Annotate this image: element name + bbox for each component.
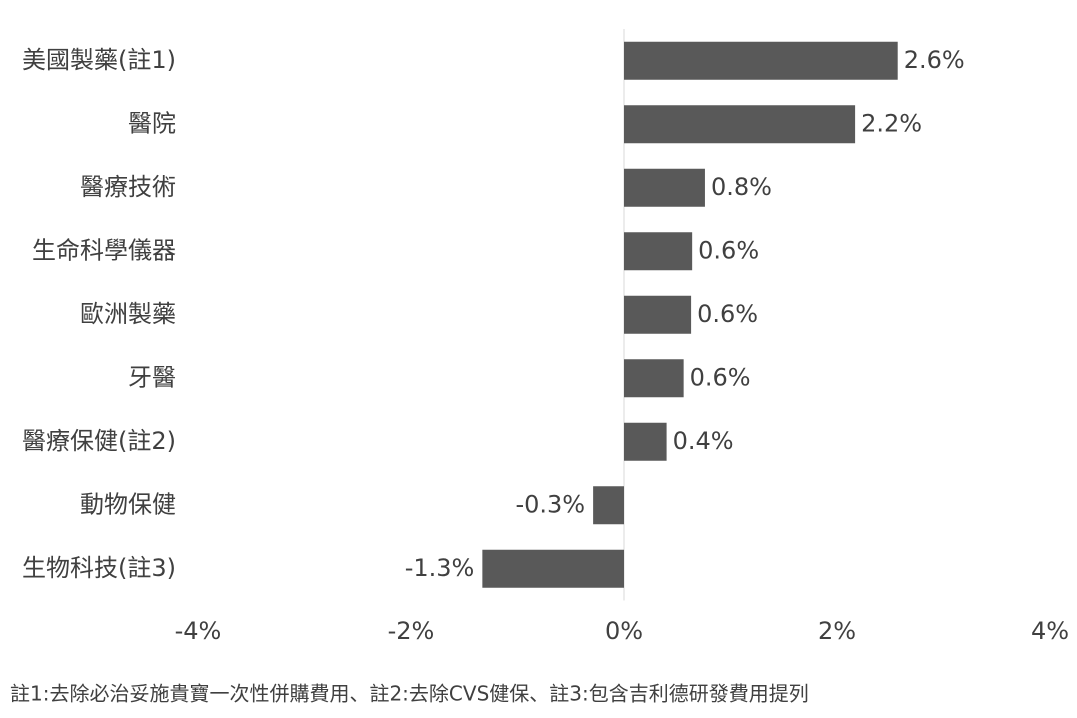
bar: [624, 295, 692, 334]
x-tick-label: 4%: [1031, 617, 1069, 645]
bar: [482, 549, 624, 588]
x-tick-label: 0%: [605, 617, 643, 645]
category-label: 醫院: [128, 109, 176, 137]
bar: [593, 486, 624, 525]
x-tick-label: -2%: [388, 617, 435, 645]
x-tick-label: -4%: [175, 617, 222, 645]
value-label: 2.2%: [861, 109, 922, 137]
category-label: 生命科學儀器: [32, 236, 176, 264]
value-label: -1.3%: [405, 554, 475, 582]
category-label: 醫療保健(註2): [22, 427, 176, 455]
bar: [624, 168, 705, 207]
bar: [624, 105, 856, 144]
value-label: 2.6%: [904, 46, 965, 74]
x-tick-label: 2%: [818, 617, 856, 645]
bar: [624, 41, 898, 80]
value-label: 0.8%: [711, 173, 772, 201]
category-label: 歐洲製藥: [80, 300, 176, 328]
value-label: 0.4%: [673, 427, 734, 455]
bar: [624, 232, 693, 271]
category-label: 牙醫: [128, 363, 176, 391]
value-label: 0.6%: [697, 300, 758, 328]
category-label: 動物保健: [80, 490, 176, 518]
value-label: -0.3%: [515, 490, 585, 518]
category-label: 美國製藥(註1): [22, 46, 176, 74]
category-label: 醫療技術: [80, 173, 176, 201]
value-label: 0.6%: [690, 363, 751, 391]
bar: [624, 359, 684, 398]
category-label: 生物科技(註3): [22, 554, 176, 582]
value-label: 0.6%: [698, 236, 759, 264]
bar: [624, 422, 667, 461]
footnote: 註1:去除必治妥施貴寶一次性併購費用、註2:去除CVS健保、註3:包含吉利德研發…: [10, 682, 809, 706]
